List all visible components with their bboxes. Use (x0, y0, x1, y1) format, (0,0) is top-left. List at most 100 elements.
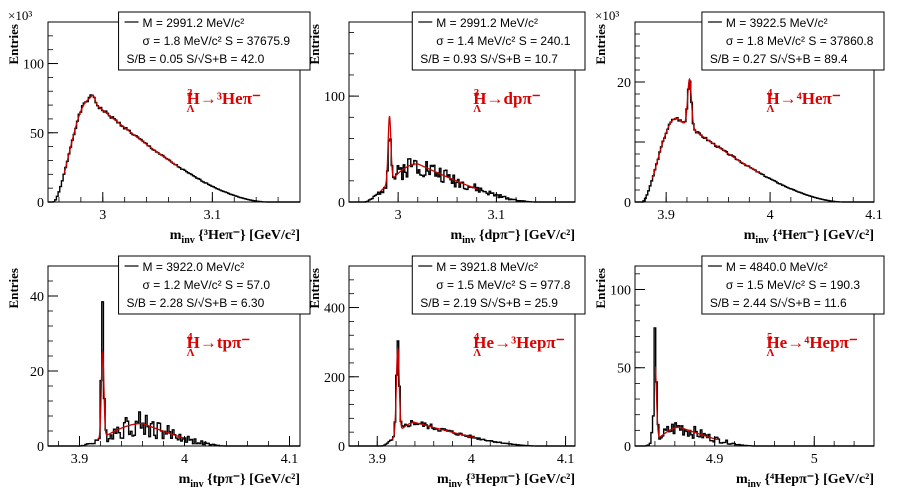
panel-1: 0 50 100 3 3.1 Entries×10³ minv {³Heπ⁻} [GeV/c… (6, 8, 311, 246)
stats-mass-value: 2991.2 MeV/c² (166, 16, 244, 30)
stats-sb-value: 0.05 (160, 52, 184, 66)
decay-parent: He (766, 333, 787, 352)
decay-title: 4He→³Hepπ⁻ (473, 331, 564, 352)
stats-sb-value: 2.19 (453, 296, 477, 310)
y-tick-label: 20 (617, 76, 631, 91)
y-tick-label: 100 (324, 90, 345, 105)
x-axis-label: minv {³Hepπ⁻} [GeV/c²] (437, 472, 575, 490)
y-axis-label: Entries (307, 268, 322, 308)
decay-parent-mass-number: 4 (474, 331, 480, 343)
x-axis-label-sub: inv (449, 479, 462, 490)
stats-mass-label: M = (143, 16, 167, 30)
decay-parent-mass-number: 5 (767, 331, 773, 343)
y-axis-label: Entries (593, 24, 608, 64)
stats-box-frame (411, 11, 586, 71)
stats-signal-label: S = (515, 34, 540, 48)
stats-box-frame (118, 11, 311, 71)
x-axis-label-rest: {⁴Heπ⁻} [GeV/c²] (769, 228, 874, 243)
stats-mass-label: M = (436, 16, 460, 30)
x-axis-label-rest: {³Heπ⁻} [GeV/c²] (195, 228, 300, 243)
fit-curve (380, 116, 477, 192)
x-tick-label: 4 (468, 452, 475, 467)
fit-curve (97, 350, 185, 440)
stats-box-frame (701, 11, 885, 71)
stats-mass: M = 2991.2 MeV/c² (436, 16, 538, 30)
histogram-entries (48, 301, 300, 447)
stats-signif-value: 10.7 (535, 52, 559, 66)
x-axis-label-sub: inv (748, 479, 761, 490)
decay-title: 4H→tpπ⁻ (187, 331, 251, 352)
stats-sigma-label: σ = (143, 34, 164, 48)
y-axis-label: Entries (6, 24, 21, 64)
stats-sigma: σ = 1.2 MeV/c² S = 57.0 (143, 278, 271, 292)
x-axis-label-sub: inv (190, 479, 203, 490)
y-tick-label: 100 (610, 283, 631, 298)
y-axis-label: Entries (593, 268, 608, 308)
stats-signal-value: 37675.9 (247, 34, 291, 48)
y-tick-label: 0 (624, 440, 631, 455)
stats-sb-value: 0.27 (743, 52, 767, 66)
stats-sb-label: S/B = (127, 296, 160, 310)
y-tick-label: 400 (324, 302, 345, 317)
stats-box-frame (411, 255, 586, 315)
fit-curve (63, 94, 179, 174)
stats-mass-label: M = (143, 260, 167, 274)
stats-sigma: σ = 1.5 MeV/c² S = 977.8 (436, 278, 570, 292)
stats-signal-label: S = (222, 34, 247, 48)
x-axis-label: minv {³Heπ⁻} [GeV/c²] (170, 228, 300, 246)
x-axis-label-rest: {tpπ⁻} [GeV/c²] (204, 472, 300, 487)
y-axis-label: Entries (307, 24, 322, 64)
y-tick-label: 20 (30, 365, 44, 380)
stats-sigma-value: 1.4 MeV/c² (457, 34, 515, 48)
decay-products: ³Hepπ⁻ (511, 333, 565, 352)
x-tick-label: 3.9 (71, 452, 89, 467)
stats-box-frame (118, 255, 311, 315)
stats-sigma-value: 1.5 MeV/c² (747, 278, 805, 292)
decay-arrow: → (494, 333, 511, 352)
stats-sb-value: 2.28 (160, 296, 184, 310)
decay-title: 5He→⁴Hepπ⁻ (766, 331, 857, 352)
x-axis-label: minv {dpπ⁻} [GeV/c²] (450, 228, 575, 246)
decay-parent: H (187, 333, 200, 352)
stats-sigma-value: 1.5 MeV/c² (457, 278, 515, 292)
stats-sb-label: S/B = (127, 52, 160, 66)
y-tick-label: 0 (338, 440, 345, 455)
stats-signif-value: 89.4 (824, 52, 848, 66)
stats-box: M = 3922.5 MeV/c²σ = 1.8 MeV/c² S = 3786… (701, 11, 885, 71)
stats-sigma-value: 1.8 MeV/c² (164, 34, 222, 48)
x-tick-label: 5 (811, 452, 818, 467)
stats-signal-value: 57.0 (247, 278, 271, 292)
x-tick-label: 3.1 (488, 208, 506, 223)
stats-signal-label: S = (805, 278, 830, 292)
x-tick-label: 3.9 (657, 208, 675, 223)
stats-ratio: S/B = 2.44 S/√S+B = 11.6 (710, 296, 847, 310)
decay-products: ⁴Hepπ⁻ (804, 333, 858, 352)
decay-parent-mass-number: 4 (767, 87, 773, 99)
stats-signal-value: 190.3 (830, 278, 860, 292)
stats-sigma: σ = 1.5 MeV/c² S = 190.3 (726, 278, 860, 292)
decay-parent: H (187, 89, 200, 108)
x-tick-label: 3 (99, 208, 106, 223)
stats-mass-label: M = (726, 16, 750, 30)
x-axis-label: minv {⁴Heπ⁻} [GeV/c²] (744, 228, 874, 246)
y-scale-factor: ×10³ (8, 8, 32, 23)
stats-signif-value: 11.6 (824, 296, 847, 310)
stats-signif-value: 25.9 (535, 296, 559, 310)
stats-mass-label: M = (726, 260, 750, 274)
x-tick-label: 4.1 (557, 452, 575, 467)
stats-signal-label: S = (222, 278, 247, 292)
decay-parent-mass-number: 3 (187, 87, 193, 99)
decay-arrow: → (487, 89, 504, 108)
stats-mass: M = 3921.8 MeV/c² (436, 260, 538, 274)
x-tick-label: 4 (767, 208, 774, 223)
histogram-entries (349, 340, 575, 447)
histogram-entries (349, 138, 575, 203)
x-axis-label: minv {tpπ⁻} [GeV/c²] (179, 472, 300, 490)
x-axis-label-main: m (744, 228, 756, 243)
stats-box: M = 2991.2 MeV/c²σ = 1.8 MeV/c² S = 3767… (118, 11, 311, 71)
x-axis-label-main: m (437, 472, 449, 487)
stats-signal-value: 240.1 (540, 34, 570, 48)
stats-mass-value: 3922.5 MeV/c² (750, 16, 828, 30)
stats-box-frame (701, 255, 885, 315)
